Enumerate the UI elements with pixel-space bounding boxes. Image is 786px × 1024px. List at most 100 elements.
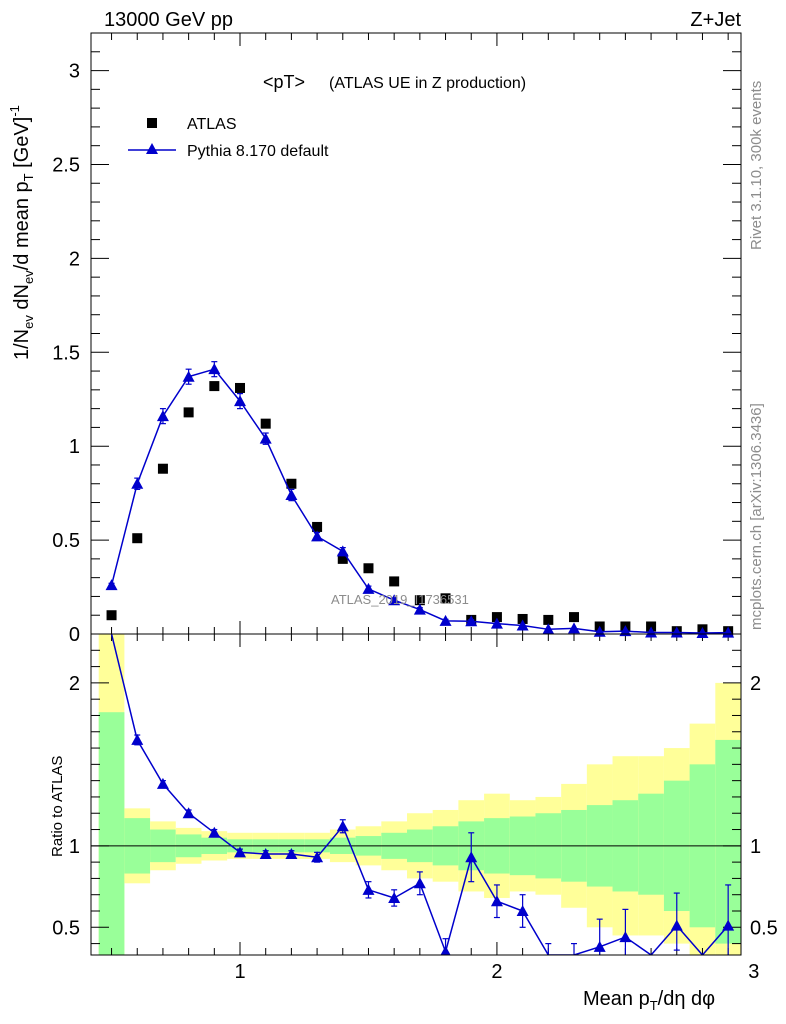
- ratio-point-7: [285, 847, 298, 859]
- ratio-tick-label-right-0: 0.5: [750, 917, 778, 939]
- ratio-series-group: [110, 634, 735, 955]
- header-left: 13000 GeV pp: [104, 9, 233, 31]
- atlas-point-16: [517, 613, 528, 624]
- atlas-point-2: [157, 463, 168, 474]
- atlas-point-10: [363, 563, 374, 574]
- ratio-band-inner-0: [98, 712, 125, 955]
- pythia-point-16: [516, 619, 529, 631]
- ratio-point-1: [131, 733, 144, 745]
- y-tick-label-0: 0: [69, 624, 80, 646]
- ratio-point-9: [336, 820, 349, 832]
- pythia-point-11: [388, 594, 401, 606]
- ratio-point-14: [465, 851, 478, 863]
- atlas-point-5: [235, 382, 246, 393]
- rivet-label: Rivet 3.1.10, 300k events: [748, 81, 765, 250]
- plot-watermark: ATLAS_2019_I1736531: [331, 592, 469, 607]
- atlas-point-11: [389, 576, 400, 587]
- atlas-point-21: [646, 621, 657, 632]
- y-tick-label-2: 1: [69, 436, 80, 458]
- svg-text:1/Nev dNev/d mean pT [GeV]-1: 1/Nev dNev/d mean pT [GeV]-1: [7, 105, 36, 360]
- pythia-point-15: [490, 617, 503, 629]
- data-marks: [105, 361, 735, 955]
- ratio-point-5: [234, 846, 247, 858]
- atlas-point-0: [106, 610, 117, 621]
- atlas-point-7: [286, 478, 297, 489]
- pythia-point-3: [182, 370, 195, 382]
- y-tick-label-6: 3: [69, 61, 80, 83]
- legend-label-pythia: Pythia 8.170 default: [187, 143, 329, 160]
- atlas-point-6: [260, 418, 271, 429]
- ratio-point-12: [413, 877, 426, 889]
- y-tick-label-1: 0.5: [52, 530, 80, 552]
- y-tick-label-5: 2.5: [52, 154, 80, 176]
- ratio-point-10: [362, 883, 375, 895]
- ratio-point-3: [182, 807, 195, 819]
- x-tick-label-2: 3: [748, 961, 759, 983]
- pythia-point-1: [131, 477, 144, 489]
- plot-subtitle: (ATLAS UE in Z production): [329, 75, 526, 92]
- atlas-point-13: [440, 593, 451, 604]
- ratio-point-24: [722, 919, 735, 931]
- legend-marker-pythia: [146, 143, 158, 154]
- pythia-point-21: [645, 626, 658, 638]
- x-axis-label: Mean pT/dη dφ: [583, 988, 715, 1013]
- header-right: Z+Jet: [690, 9, 741, 31]
- atlas-point-3: [183, 407, 194, 418]
- atlas-point-18: [569, 612, 580, 623]
- pythia-point-17: [542, 623, 555, 635]
- ratio-point-19: [593, 940, 606, 952]
- pythia-point-5: [234, 395, 247, 407]
- atlas-point-4: [209, 381, 220, 392]
- legend-label-atlas: ATLAS: [187, 116, 237, 133]
- atlas-point-1: [132, 533, 143, 544]
- ratio-point-13: [440, 945, 451, 955]
- ratio-point-6: [259, 847, 272, 859]
- pythia-point-18: [568, 622, 581, 634]
- pythia-point-4: [208, 363, 221, 375]
- ratio-bands: [91, 634, 741, 955]
- ratio-point-16: [516, 905, 529, 917]
- ratio-point-8: [311, 851, 324, 863]
- plot-title: <pT>: [263, 72, 305, 92]
- pythia-point-6: [259, 432, 272, 444]
- atlas-point-15: [491, 612, 502, 623]
- pythia-point-7: [285, 489, 298, 501]
- ratio-point-22: [670, 919, 683, 931]
- ratio-tick-label-left-0: 0.5: [52, 917, 80, 939]
- mcplots-label: mcplots.cern.ch [arXiv:1306.3436]: [748, 403, 765, 630]
- ratio-plot-frame: [90, 633, 742, 956]
- y-axis-label: 1/Nev dNev/d mean pT [GeV]-1: [7, 105, 36, 360]
- ratio-tick-label-right-2: 2: [750, 673, 761, 695]
- pythia-point-10: [362, 582, 375, 594]
- atlas-point-9: [337, 553, 348, 564]
- pythia-point-8: [311, 530, 324, 542]
- pythia-point-24: [722, 626, 735, 638]
- pythia-point-22: [670, 626, 683, 638]
- pythia-point-9: [336, 545, 349, 557]
- pythia-point-12: [413, 603, 426, 615]
- y-tick-label-3: 1.5: [52, 342, 80, 364]
- pythia-point-13: [439, 614, 452, 626]
- axis-ticks: 1 2 3 0 0.5 1 1.5 2 2.5 3 0.5 0.5 1 1 2 2: [52, 32, 778, 983]
- pythia-point-14: [465, 615, 478, 627]
- ratio-tick-label-left-2: 2: [69, 673, 80, 695]
- ratio-band-inner-21: [638, 793, 664, 895]
- ratio-tick-label-left-1: 1: [69, 836, 80, 858]
- atlas-point-12: [414, 595, 425, 606]
- pythia-point-23: [696, 627, 709, 639]
- atlas-point-8: [312, 521, 323, 532]
- atlas-point-17: [543, 614, 554, 625]
- ratio-point-20: [619, 931, 632, 943]
- x-tick-label-0: 1: [234, 961, 245, 983]
- ratio-tick-label-right-1: 1: [750, 836, 761, 858]
- legend-marker-atlas: [147, 118, 157, 128]
- ratio-point-2: [156, 777, 169, 789]
- svg-text:Mean pT/dη dφ: Mean pT/dη dφ: [583, 988, 715, 1013]
- y-tick-label-4: 2: [69, 248, 80, 270]
- pythia-point-0: [105, 579, 118, 591]
- pythia-point-2: [156, 410, 169, 422]
- ratio-point-15: [490, 895, 503, 907]
- ratio-point-4: [208, 826, 221, 838]
- pythia-point-20: [619, 625, 632, 637]
